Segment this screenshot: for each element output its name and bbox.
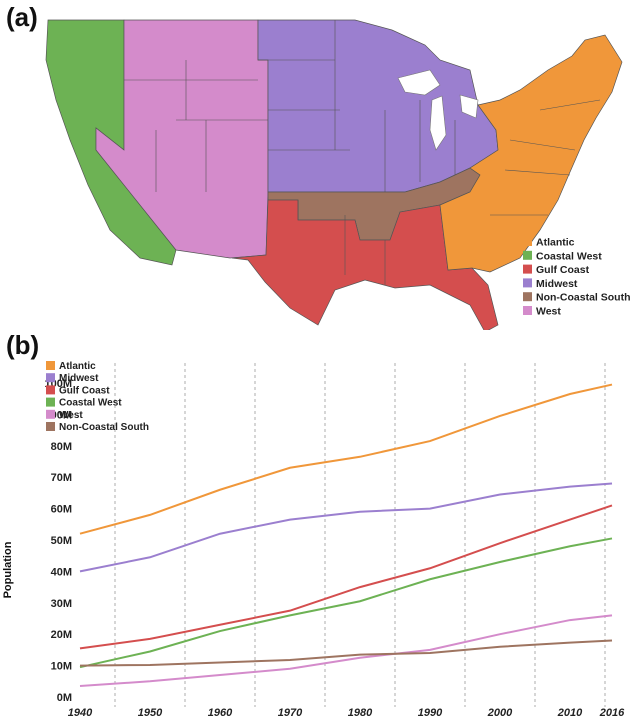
map-legend-label: Gulf Coast — [536, 264, 590, 276]
state-border — [509, 139, 576, 151]
map-legend-label: Coastal West — [536, 250, 602, 262]
y-tick-label: 80M — [51, 441, 72, 453]
state-border — [539, 99, 601, 111]
chart-legend-label: West — [59, 410, 83, 421]
series-line-midwest — [79, 482, 613, 573]
chart-legend-label: Non-Coastal South — [59, 422, 149, 433]
map-legend-label: Midwest — [536, 278, 578, 290]
x-tick-label: 2000 — [487, 707, 513, 719]
x-axis-ticks: 1940 1950 1960 1970 1980 1990 2000 2010 2016 — [68, 707, 625, 719]
y-tick-label: 20M — [51, 629, 72, 641]
map-legend-swatch — [523, 292, 532, 302]
y-axis-label: Population — [2, 541, 14, 598]
x-tick-label: 1990 — [418, 707, 443, 719]
panel-label-a: (a) — [6, 2, 38, 32]
series-line-non-coastal-south — [79, 639, 613, 667]
map-legend-swatch — [523, 278, 532, 288]
map-legend-label: Non-Coastal South — [536, 292, 631, 304]
chart-legend-label: Midwest — [59, 373, 99, 384]
map-legend-label: West — [536, 306, 561, 318]
region-atlantic — [439, 34, 623, 273]
series-line-atlantic — [79, 383, 613, 535]
map-legend-swatch — [523, 306, 532, 315]
chart-legend-label: Coastal West — [59, 398, 122, 409]
lake-superior — [397, 69, 441, 96]
x-tick-label: 1950 — [138, 707, 163, 719]
chart-legend-label: Gulf Coast — [59, 385, 110, 396]
y-tick-label: 70M — [51, 472, 72, 484]
x-tick-label: 1960 — [208, 707, 233, 719]
y-tick-label: 10M — [51, 661, 72, 673]
x-tick-label: 2010 — [557, 707, 583, 719]
chart-legend-label: Atlantic — [59, 361, 96, 372]
map-legend-swatch — [523, 264, 532, 274]
y-tick-label: 30M — [51, 598, 72, 610]
series-line-coastal-west — [79, 537, 613, 669]
x-tick-label: 1980 — [348, 707, 373, 719]
map-legend-swatch — [523, 237, 532, 246]
chart-legend-swatch — [46, 397, 55, 407]
chart-legend-swatch — [46, 373, 55, 383]
lake-huron — [459, 94, 479, 119]
x-tick-label: 2016 — [599, 707, 625, 719]
y-tick-label: 90M — [51, 409, 72, 421]
series-line-west — [79, 614, 613, 688]
y-tick-label: 0M — [57, 692, 72, 704]
x-tick-label: 1940 — [68, 707, 93, 719]
x-tick-label: 1970 — [278, 707, 303, 719]
chart-legend-swatch — [46, 385, 55, 395]
series-lines — [79, 383, 613, 688]
chart-legend-swatch — [46, 422, 55, 431]
panel-label-b: (b) — [6, 330, 40, 360]
map-regions — [45, 19, 623, 330]
map-legend-label: Atlantic — [536, 237, 575, 249]
chart-legend-swatch — [46, 409, 55, 419]
series-line-gulf-coast — [79, 504, 613, 650]
y-tick-label: 60M — [51, 504, 72, 516]
y-tick-label: 50M — [51, 535, 72, 547]
map-legend-swatch — [523, 250, 532, 260]
y-tick-label: 40M — [51, 566, 72, 578]
lake-michigan — [429, 95, 447, 151]
chart-legend-swatch — [46, 361, 55, 370]
state-border — [504, 169, 571, 176]
region-gulf-coast — [231, 199, 499, 330]
